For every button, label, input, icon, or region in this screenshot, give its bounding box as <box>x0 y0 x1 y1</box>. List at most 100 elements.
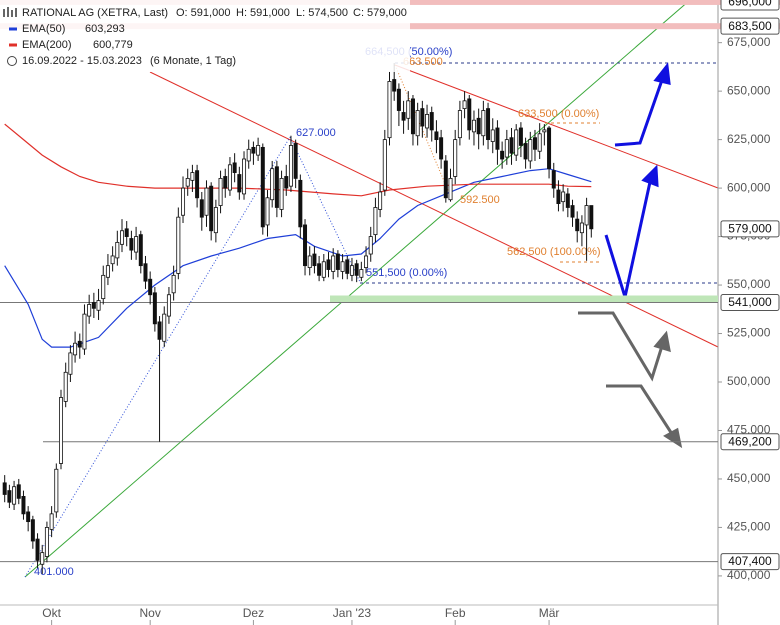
candle-body <box>237 174 242 193</box>
arrow <box>614 79 664 147</box>
fib-line <box>394 64 453 201</box>
candle-body <box>537 133 542 152</box>
legend-label: EMA(200) <box>22 39 72 51</box>
x-tick-label: Feb <box>445 606 466 620</box>
candle-body <box>401 112 406 121</box>
x-tick-label: Okt <box>42 606 61 620</box>
candle-body <box>143 263 148 282</box>
candle-body <box>181 187 186 216</box>
candle-body <box>199 199 204 218</box>
candle-body <box>242 158 247 195</box>
candle-body <box>30 519 35 542</box>
candle-body <box>190 172 195 181</box>
candles <box>2 63 594 574</box>
price-box <box>720 553 780 571</box>
candle-body <box>532 137 537 150</box>
candle-body <box>12 486 17 505</box>
candle-body <box>528 139 533 162</box>
candle-body <box>523 143 528 160</box>
y-tick-label: 400,000 <box>727 568 771 582</box>
candle-body <box>326 259 331 270</box>
y-tick-label: 425,000 <box>727 520 771 534</box>
candle-body <box>406 100 411 119</box>
candle-body <box>317 263 322 276</box>
arrow-head <box>653 62 671 85</box>
candle-body <box>345 259 350 274</box>
annotation: 592.500 <box>460 194 500 206</box>
candle-body <box>551 170 556 189</box>
candle-body <box>96 300 101 311</box>
candle-body <box>457 110 462 139</box>
candle-body <box>284 176 289 189</box>
candle-body <box>429 112 434 131</box>
candle-body <box>387 81 392 139</box>
candle-body <box>270 168 275 201</box>
candle-body <box>115 241 120 259</box>
price-box <box>720 220 780 238</box>
candle-body <box>382 139 387 191</box>
candle-body <box>359 269 364 278</box>
candle-body <box>256 145 261 156</box>
y-tick-label: 500,000 <box>727 374 771 388</box>
candle-body <box>148 278 153 296</box>
candle-body <box>16 484 21 499</box>
legend-value: 600,779 <box>93 39 133 51</box>
candle-body <box>129 238 134 251</box>
candle-body <box>561 191 566 203</box>
price-box <box>720 294 780 311</box>
candle-body <box>467 98 472 131</box>
annotation: 663.500 <box>403 56 443 68</box>
y-tick-label: 450,000 <box>727 471 771 485</box>
price-box-label: 469,200 <box>728 434 772 448</box>
candle-body <box>223 176 228 189</box>
candle-body <box>138 234 143 267</box>
y-tick-label: 525,000 <box>727 326 771 340</box>
candle-body <box>246 148 251 162</box>
candle-body <box>157 321 162 340</box>
candle-body <box>73 342 78 356</box>
candle-body <box>415 110 420 137</box>
price-box <box>720 17 780 35</box>
candle-body <box>439 137 444 160</box>
candle-body <box>392 79 397 92</box>
y-tick-label: 550,000 <box>727 277 771 291</box>
candle-body <box>410 98 415 135</box>
candle-body <box>162 313 167 342</box>
candle-body <box>490 129 495 142</box>
arrow-head <box>663 427 683 449</box>
y-tick-label: 600,000 <box>727 180 771 194</box>
candle-body <box>176 216 181 274</box>
period-note: (6 Monate, 1 Tag) <box>150 55 236 67</box>
ema-line <box>4 168 592 348</box>
candle-body <box>481 110 486 137</box>
candle-body <box>584 205 589 226</box>
arrow <box>604 181 652 303</box>
candle-body <box>227 164 232 191</box>
candle-body <box>331 255 336 272</box>
candle-body <box>63 371 68 402</box>
candle-body <box>509 137 514 154</box>
annotations: 664,500 (50.00%) 663.500 633,500 (0.00%)… <box>34 46 601 578</box>
y-tick-label: 675,000 <box>727 35 771 49</box>
candle-body <box>476 117 481 135</box>
candle-body <box>462 100 467 109</box>
candle-body <box>82 313 87 350</box>
title: RATIONAL AG (XETRA, Last) <box>22 7 168 19</box>
candle-body <box>274 166 279 208</box>
candle-body <box>298 179 303 228</box>
candle-body <box>514 129 519 156</box>
x-tick-label: Jan '23 <box>333 606 372 620</box>
chart-icon <box>3 7 17 17</box>
candle-body <box>312 253 317 267</box>
candle-body <box>110 255 115 265</box>
candle-body <box>307 255 312 268</box>
arrow <box>578 311 664 382</box>
candle-body <box>35 538 40 561</box>
candle-body <box>195 170 200 199</box>
candle-body <box>293 143 298 179</box>
y-tick-label: 650,000 <box>727 83 771 97</box>
support-zone <box>330 295 718 303</box>
candle-body <box>124 228 129 237</box>
ohlc: H: 591,000 <box>236 7 290 19</box>
clock-icon <box>7 56 17 66</box>
